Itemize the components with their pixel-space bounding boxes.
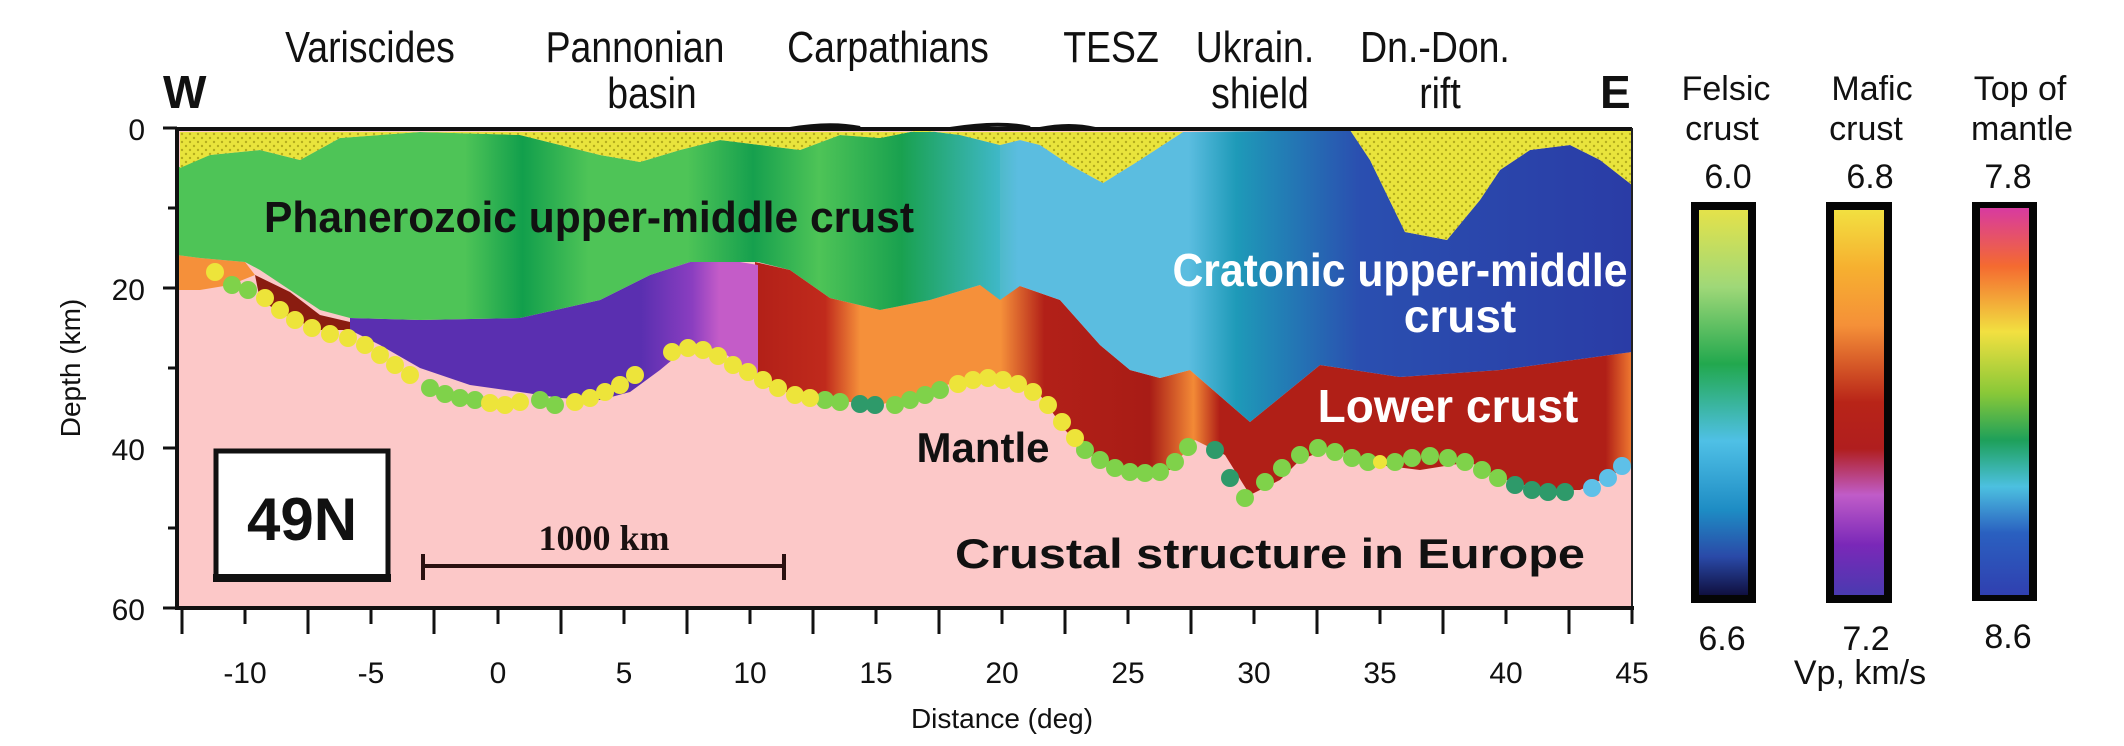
colorbar-min-label: 6.6 xyxy=(1698,620,1745,658)
ytick-label: 20 xyxy=(112,274,145,307)
east-label: E xyxy=(1600,66,1631,118)
region-label-carpathians: Carpathians xyxy=(787,22,989,72)
region-label-variscides: Variscides xyxy=(285,22,455,72)
region-labels: Variscides Pannonian basin Carpathians T… xyxy=(285,22,1510,118)
mafic-crust-layer xyxy=(350,262,758,400)
colorbar-title-2: crust xyxy=(1685,110,1759,148)
lower-crust-label: Lower crust xyxy=(1318,380,1579,432)
colorbar-felsic: Felsic crust 6.0 6.6 xyxy=(1682,70,1771,658)
region-label-pannonian: Pannonian xyxy=(546,22,725,72)
xtick-label: 0 xyxy=(490,657,507,690)
xtick-label: 10 xyxy=(733,657,766,690)
sediment-layer-dnieper-donets xyxy=(1350,130,1632,240)
y-axis-title: Depth (km) xyxy=(55,299,86,437)
west-label: W xyxy=(163,66,207,118)
colorbar-unit-label: Vp, km/s xyxy=(1794,654,1926,692)
xtick-label: 40 xyxy=(1489,657,1522,690)
ytick-label: 60 xyxy=(112,594,145,627)
surface-topography xyxy=(789,122,1096,131)
y-axis-tick-labels: 0 20 40 60 xyxy=(112,114,145,627)
colorbar-title: Mafic xyxy=(1831,70,1912,108)
xtick-label: 15 xyxy=(859,657,892,690)
colorbar-title: Top of xyxy=(1974,70,2067,108)
xtick-label: 20 xyxy=(985,657,1018,690)
colorbar-max-label: 6.8 xyxy=(1846,158,1893,196)
xtick-label: 25 xyxy=(1111,657,1144,690)
ytick-label: 0 xyxy=(128,114,145,147)
phanerozoic-label: Phanerozoic upper-middle crust xyxy=(264,193,914,242)
cratonic-label-line1: Cratonic upper-middle xyxy=(1173,244,1628,296)
cratonic-crust-layer xyxy=(960,130,1632,422)
region-label-ukrainian-shield: Ukrain. xyxy=(1196,22,1314,72)
ytick-label: 40 xyxy=(112,434,145,467)
sediment-layer-west xyxy=(180,130,1183,183)
latitude-box: 49N xyxy=(213,448,391,582)
cratonic-label-line2: crust xyxy=(1404,290,1516,342)
region-label-ukrainian-shield-2: shield xyxy=(1211,68,1309,118)
colorbar-mantle: Top of mantle 7.8 8.6 xyxy=(1971,70,2073,656)
colorbar-title-2: mantle xyxy=(1971,110,2073,148)
x-axis-tick-labels: -10 -5 0 5 10 15 20 25 30 35 40 45 xyxy=(223,657,1648,690)
x-axis-title: Distance (deg) xyxy=(911,703,1093,734)
colorbar-max-label: 6.0 xyxy=(1704,158,1751,196)
colorbar-min-label: 8.6 xyxy=(1984,618,2031,656)
xtick-label: 45 xyxy=(1615,657,1648,690)
x-axis-ticks xyxy=(180,608,1634,634)
latitude-label: 49N xyxy=(247,486,357,553)
xtick-label: 30 xyxy=(1237,657,1270,690)
lower-crust-layer xyxy=(755,262,1632,495)
region-label-pannonian-2: basin xyxy=(607,68,696,118)
mantle-label: Mantle xyxy=(916,424,1049,471)
colorbar-title-2: crust xyxy=(1829,110,1903,148)
scale-bar: 1000 km xyxy=(421,518,786,580)
xtick-label: 5 xyxy=(616,657,633,690)
colorbar-title: Felsic xyxy=(1682,70,1771,108)
figure-title: Crustal structure in Europe xyxy=(955,530,1585,577)
xtick-label: 35 xyxy=(1363,657,1396,690)
colorbar-min-label: 7.2 xyxy=(1842,620,1889,658)
moho-dots xyxy=(206,263,1631,507)
xtick-label: -10 xyxy=(223,657,266,690)
region-label-dnieper-donets: Dn.-Don. xyxy=(1360,22,1510,72)
plot-area xyxy=(175,122,1634,610)
xtick-label: -5 xyxy=(358,657,385,690)
colorbar-max-label: 7.8 xyxy=(1984,158,2031,196)
lower-crust-west-dark xyxy=(255,275,350,330)
phanerozoic-crust-layer xyxy=(177,130,1000,320)
y-axis-ticks xyxy=(163,126,177,610)
colorbar-mafic: Mafic crust 6.8 7.2 xyxy=(1826,70,1913,658)
region-label-dnieper-donets-2: rift xyxy=(1419,68,1461,118)
scale-bar-label: 1000 km xyxy=(538,518,669,558)
region-label-tesz: TESZ xyxy=(1063,22,1159,72)
